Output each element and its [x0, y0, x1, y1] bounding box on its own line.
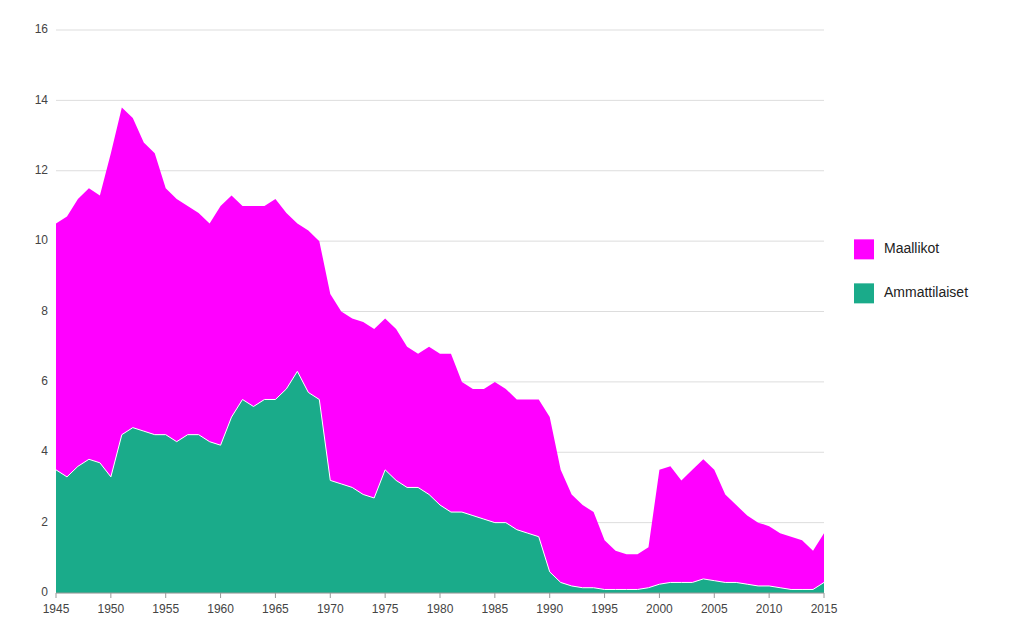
- x-tick: [330, 593, 331, 598]
- y-tick-label: 0: [41, 585, 48, 599]
- x-tick-label: 1960: [207, 602, 234, 616]
- boundary-line: [56, 371, 824, 589]
- x-tick-label: 1955: [152, 602, 179, 616]
- x-tick-label: 1975: [372, 602, 399, 616]
- x-tick-label: 1980: [427, 602, 454, 616]
- legend-label: Ammattilaiset: [884, 284, 968, 300]
- grid-line: [56, 100, 824, 101]
- y-tick-label: 14: [35, 93, 49, 107]
- x-tick: [769, 593, 770, 598]
- chart: 0 2 4 6 8 10 12 14 16 1945 1950 1955 1960 1965 1970 197…: [0, 0, 1024, 637]
- grid-line: [56, 170, 824, 171]
- x-tick-label: 1965: [262, 602, 289, 616]
- legend-swatch: [854, 283, 874, 303]
- x-tick-label: 1995: [591, 602, 618, 616]
- x-tick-label: 2000: [646, 602, 673, 616]
- x-tick: [220, 593, 221, 598]
- x-tick-label: 1970: [317, 602, 344, 616]
- x-tick-label: 2010: [756, 602, 783, 616]
- area: [56, 371, 824, 593]
- x-tick-label: 1985: [482, 602, 509, 616]
- y-tick-label: 16: [35, 22, 49, 36]
- x-tick: [110, 593, 111, 598]
- x-tick: [549, 593, 550, 598]
- y-axis: 0 2 4 6 8 10 12 14 16: [35, 22, 49, 599]
- y-tick-label: 12: [35, 163, 49, 177]
- x-tick: [275, 593, 276, 598]
- x-tick: [604, 593, 605, 598]
- x-tick: [824, 593, 825, 598]
- x-tick-label: 1950: [98, 602, 125, 616]
- x-tick: [494, 593, 495, 598]
- legend-label: Maallikot: [884, 240, 939, 256]
- y-tick-label: 4: [41, 444, 48, 458]
- grid-line: [56, 30, 824, 31]
- x-tick-label: 1945: [43, 602, 70, 616]
- x-tick: [659, 593, 660, 598]
- area: [56, 107, 824, 593]
- y-tick-label: 10: [35, 233, 49, 247]
- y-tick-label: 2: [41, 515, 48, 529]
- x-tick-label: 2015: [811, 602, 838, 616]
- y-tick-label: 6: [41, 374, 48, 388]
- plot-area: [56, 107, 824, 593]
- legend: Maallikot Ammattilaiset: [854, 239, 968, 303]
- x-tick-label: 2005: [701, 602, 728, 616]
- x-tick: [56, 593, 57, 598]
- x-axis: 1945 1950 1955 1960 1965 1970 1975 1980 1985 1990…: [43, 593, 838, 616]
- x-tick: [165, 593, 166, 598]
- x-tick: [385, 593, 386, 598]
- legend-swatch: [854, 239, 874, 259]
- y-tick-label: 8: [41, 304, 48, 318]
- x-tick: [714, 593, 715, 598]
- grid: [56, 30, 824, 593]
- x-tick-label: 1990: [536, 602, 563, 616]
- x-tick: [440, 593, 441, 598]
